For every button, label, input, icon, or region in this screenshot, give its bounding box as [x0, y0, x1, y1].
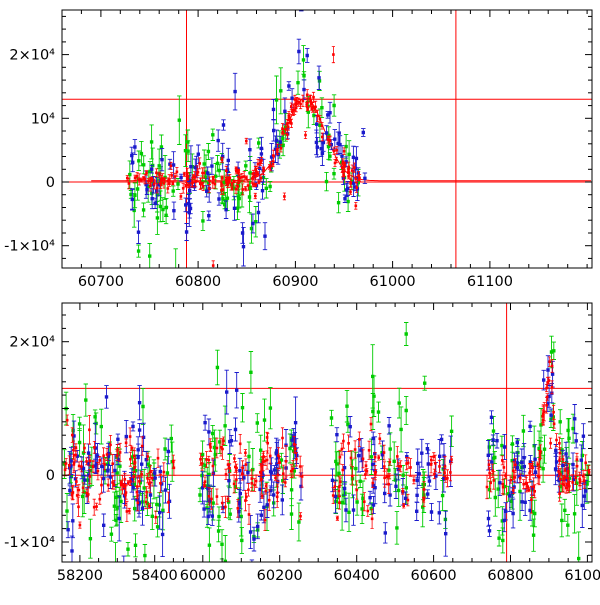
bottom-plot-area [62, 303, 592, 562]
x-tick-label: 58400 [132, 568, 178, 584]
x-tick-label: 61000 [564, 568, 600, 584]
x-tick-label: 60000 [180, 568, 226, 584]
x-tick-label: 60900 [272, 274, 318, 290]
x-tick-label: 61100 [467, 274, 513, 290]
x-tick-label: 60800 [175, 274, 221, 290]
y-tick-label: 0 [46, 175, 55, 191]
model-curve [91, 97, 591, 182]
y-tick-label: 10⁴ [31, 111, 55, 127]
y-tick-label: 2×10⁴ [9, 48, 55, 64]
top-plot-area [62, 10, 592, 268]
axis-ticks [62, 303, 592, 562]
y-tick-label: 0 [46, 468, 55, 484]
y-tick-label: -1×10⁴ [4, 535, 55, 551]
x-tick-label: 61000 [370, 274, 416, 290]
x-tick-label: 60700 [78, 274, 124, 290]
x-tick-label: 60800 [487, 568, 533, 584]
x-tick-label: 60200 [257, 568, 303, 584]
axes-frame [61, 302, 593, 563]
x-tick-label: 58200 [57, 568, 103, 584]
x-tick-label: 60400 [334, 568, 380, 584]
axes-frame [61, 9, 593, 269]
top-panel: 60700 60800 60900 61000 61100 -1×10⁴ 0 10⁴ 2×10⁴ [4, 9, 593, 290]
x-tick-label: 60600 [411, 568, 457, 584]
blue-markers [130, 49, 367, 249]
red-series [63, 356, 591, 531]
axis-ticks [61, 10, 592, 268]
y-tick-label: 2×10⁴ [9, 335, 55, 351]
red-series [125, 46, 362, 268]
y-tick-label: -1×10⁴ [4, 239, 55, 255]
